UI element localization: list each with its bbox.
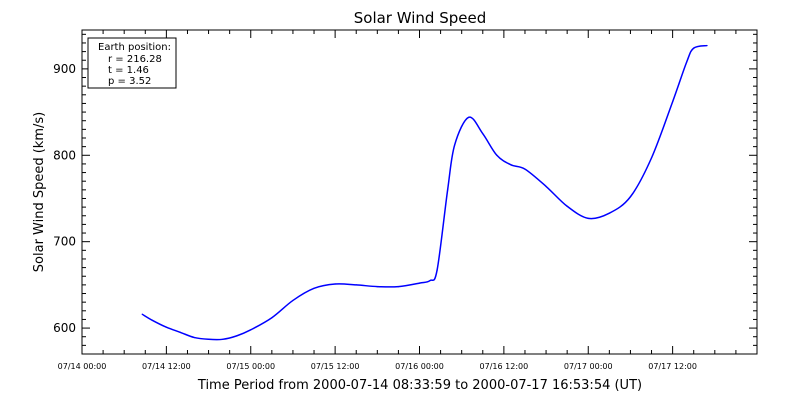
series-layer — [141, 44, 708, 341]
data-point — [334, 283, 336, 285]
x-tick-label: 07/16 00:00 — [395, 362, 444, 371]
data-point — [454, 144, 456, 146]
annotation-line-t: t = 1.46 — [108, 65, 149, 76]
y-axis-label: Solar Wind Speed (km/s) — [32, 112, 47, 272]
data-point — [179, 331, 182, 333]
x-tick-label: 07/14 00:00 — [58, 362, 107, 371]
annotation-line-p: p = 3.52 — [108, 76, 151, 87]
y-tick-label: 700 — [53, 235, 76, 249]
x-tick-label: 07/15 12:00 — [311, 362, 360, 371]
data-point — [376, 286, 378, 288]
data-point — [313, 287, 315, 289]
x-tick-label: 07/16 12:00 — [480, 362, 529, 371]
data-point — [250, 329, 252, 331]
data-point — [545, 185, 547, 187]
x-axis-label: Time Period from 2000-07-14 08:33:59 to … — [197, 378, 642, 393]
data-point — [587, 217, 589, 219]
data-point — [355, 284, 357, 286]
data-point — [193, 336, 196, 339]
y-axis: 600 700 800 900 — [53, 33, 757, 355]
data-point — [629, 196, 632, 198]
x-tick-label: 07/17 12:00 — [648, 362, 697, 371]
annotation-title: Earth position: — [98, 42, 171, 53]
data-point — [222, 338, 224, 340]
data-point — [207, 338, 210, 340]
data-point — [686, 61, 688, 63]
data-point — [608, 212, 610, 214]
data-point — [418, 282, 421, 284]
data-point — [165, 326, 167, 328]
data-point — [672, 101, 674, 103]
chart-title: Solar Wind Speed — [354, 9, 486, 27]
plot-frame — [81, 29, 758, 355]
data-point — [706, 44, 708, 47]
data-point — [693, 47, 695, 49]
y-tick-label: 600 — [53, 321, 76, 335]
data-point — [482, 133, 484, 135]
earth-position-box: Earth position: r = 216.28 t = 1.46 p = … — [87, 37, 177, 89]
data-point — [436, 269, 438, 271]
annotation-line-r: r = 216.28 — [108, 54, 162, 65]
data-point — [510, 164, 512, 166]
x-tick-label: 07/14 12:00 — [142, 362, 191, 371]
data-point — [292, 299, 294, 302]
data-point — [429, 279, 431, 282]
series-line-0 — [141, 44, 708, 341]
data-point — [447, 189, 449, 191]
data-point — [141, 313, 143, 315]
data-point — [397, 286, 400, 288]
data-point — [650, 157, 653, 159]
data-point — [566, 205, 568, 207]
y-tick-label: 800 — [53, 148, 76, 162]
annotation-frame — [87, 37, 177, 89]
x-tick-label: 07/15 00:00 — [226, 362, 275, 371]
data-point — [468, 116, 470, 118]
data-point — [524, 168, 526, 170]
data-point — [496, 154, 498, 156]
data-point — [271, 317, 273, 319]
x-axis: 07/14 00:00 07/14 12:00 07/15 00:00 07/15 1… — [58, 30, 758, 371]
x-tick-label: 07/17 00:00 — [564, 362, 613, 371]
data-point — [236, 335, 238, 337]
data-point — [151, 319, 153, 321]
y-tick-label: 900 — [53, 62, 76, 76]
